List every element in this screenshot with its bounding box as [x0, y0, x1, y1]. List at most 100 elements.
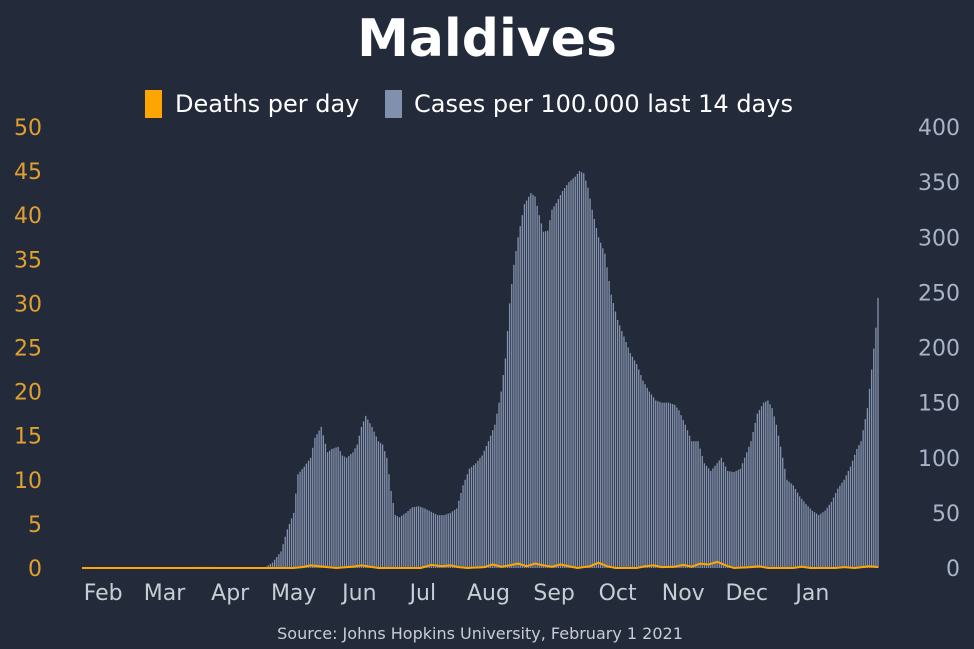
cases-bar: [538, 215, 540, 568]
cases-bar: [458, 500, 460, 568]
cases-bar: [271, 562, 274, 568]
cases-bar: [646, 387, 648, 568]
cases-bar: [441, 515, 443, 568]
cases-bar: [779, 446, 782, 568]
cases-bar: [650, 394, 653, 568]
x-tick-may: May: [271, 581, 316, 606]
y-left-tick: 20: [14, 381, 42, 406]
cases-bar: [540, 223, 543, 568]
cases-bar: [767, 400, 769, 568]
cases-bar: [655, 400, 657, 568]
x-tick-jan: Jan: [793, 581, 829, 606]
cases-bar: [718, 460, 720, 568]
cases-bar: [358, 435, 360, 568]
cases-bar: [462, 485, 464, 568]
cases-bar: [782, 457, 784, 568]
y-right-tick: 250: [918, 281, 960, 306]
cases-bar: [316, 434, 318, 568]
cases-bar: [729, 471, 731, 568]
cases-bar: [809, 508, 811, 568]
cases-bar: [312, 447, 314, 568]
cases-bar: [280, 551, 282, 568]
cases-bar: [309, 457, 312, 568]
cases-bar: [707, 468, 710, 568]
legend-label-cases: Cases per 100.000 last 14 days: [414, 90, 793, 118]
cases-bar: [477, 460, 479, 568]
cases-bar: [657, 401, 659, 568]
cases-bar: [295, 493, 297, 568]
cases-bar: [591, 209, 593, 568]
cases-bar: [511, 284, 513, 568]
cases-bar: [504, 358, 507, 568]
source-note: Source: Johns Hopkins University, Februa…: [277, 624, 683, 643]
cases-bar: [508, 303, 511, 568]
cases-bar: [629, 353, 631, 568]
cases-bar: [864, 419, 866, 568]
cases-bar: [483, 450, 485, 568]
cases-bar: [286, 529, 288, 568]
cases-bar: [568, 182, 570, 569]
cases-bar: [551, 209, 553, 568]
cases-bar: [515, 251, 517, 568]
cases-bar: [413, 507, 416, 568]
cases-bar: [409, 509, 411, 568]
cases-bar: [777, 435, 780, 568]
cases-bar: [318, 430, 320, 568]
cases-bar: [803, 501, 805, 568]
cases-bar: [322, 435, 324, 568]
cases-bar: [468, 468, 471, 568]
cases-bar: [682, 419, 684, 568]
cases-bar: [636, 364, 638, 568]
cases-bar: [572, 178, 574, 568]
cases-bar: [396, 516, 399, 568]
cases-bar: [754, 422, 756, 568]
cases-bar: [839, 485, 841, 568]
cases-bar: [784, 468, 786, 568]
cases-bar: [337, 446, 339, 568]
x-tick-feb: Feb: [84, 581, 123, 606]
cases-bar: [712, 468, 714, 568]
cases-bar: [299, 471, 301, 568]
cases-bar: [417, 506, 420, 568]
cases-bar: [379, 442, 382, 568]
cases-bar: [680, 415, 682, 568]
cases-bar: [487, 441, 490, 568]
cases-bar: [278, 554, 280, 568]
cases-bar: [453, 509, 456, 568]
cases-bar: [610, 294, 612, 568]
cases-bar: [786, 479, 788, 568]
cases-bar: [792, 485, 794, 568]
cases-bar: [534, 196, 536, 568]
cases-bar: [722, 462, 725, 568]
y-axis-right: 0 50 100 150 200 250 300 350 400: [918, 116, 960, 582]
cases-bar: [326, 452, 329, 568]
y-left-tick: 45: [14, 160, 42, 185]
cases-bar: [743, 457, 746, 568]
cases-bar: [748, 446, 750, 568]
cases-bar: [307, 460, 310, 568]
cases-bar: [608, 280, 610, 568]
cases-bar: [701, 455, 703, 568]
x-tick-dec: Dec: [725, 581, 768, 606]
cases-bar: [506, 330, 509, 568]
cases-bar: [659, 401, 661, 568]
cases-bar: [697, 441, 699, 568]
cases-bar: [536, 205, 538, 568]
cases-bar: [769, 404, 771, 568]
y-left-tick: 15: [14, 425, 42, 450]
y-right-tick: 100: [918, 447, 960, 472]
cases-bar: [788, 481, 790, 568]
cases-bar: [398, 517, 401, 568]
cases-bar: [481, 455, 483, 568]
cases-bar: [411, 507, 413, 568]
cases-bar: [837, 488, 839, 568]
cases-bar: [343, 456, 346, 568]
cases-bar: [716, 463, 718, 568]
y-left-tick: 35: [14, 248, 42, 273]
cases-bar: [773, 416, 775, 568]
cases-bar: [760, 406, 763, 568]
cases-bar: [424, 508, 426, 568]
cases-bar: [847, 470, 850, 568]
cases-bar: [335, 447, 337, 568]
